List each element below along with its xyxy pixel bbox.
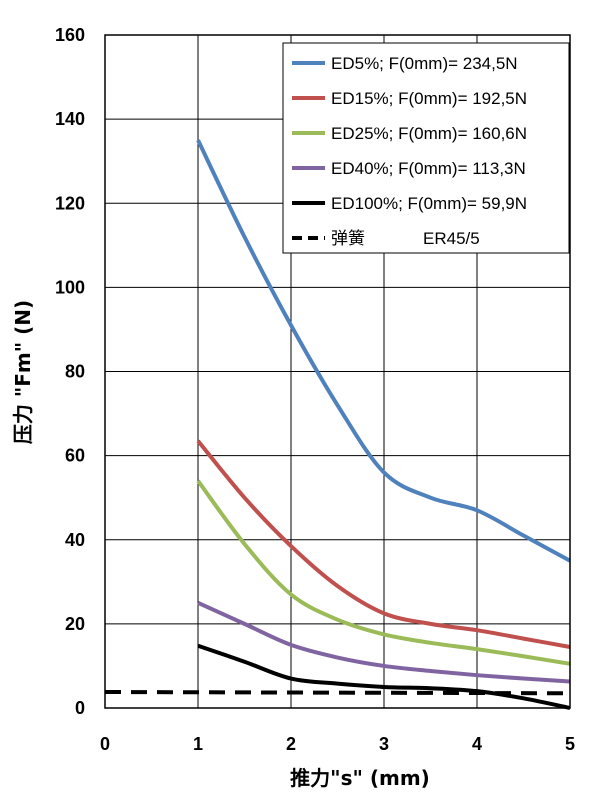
x-tick-label: 1 <box>193 734 203 754</box>
x-tick-label: 0 <box>100 734 110 754</box>
legend-label-0: ED5%; F(0mm)= 234,5N <box>331 54 518 73</box>
series-lines <box>104 139 571 710</box>
x-tick-label: 2 <box>286 734 296 754</box>
y-tick-label: 160 <box>55 25 85 45</box>
legend-label-2: ED25%; F(0mm)= 160,6N <box>331 124 527 143</box>
series-line-4 <box>197 643 571 710</box>
legend-label-4: ED100%; F(0mm)= 59,9N <box>331 194 527 213</box>
legend: ED5%; F(0mm)= 234,5N ED15%; F(0mm)= 192,5… <box>282 42 570 254</box>
legend-label-5: 弹簧 <box>331 229 365 248</box>
y-tick-label: 40 <box>65 530 85 550</box>
x-tick-label: 4 <box>472 734 482 754</box>
y-tick-label: 60 <box>65 446 85 466</box>
x-axis-title: 推力"s" (mm) <box>290 766 430 790</box>
series-line-2 <box>196 479 571 666</box>
series-line-0 <box>196 139 571 563</box>
y-tick-label: 140 <box>55 109 85 129</box>
legend-label-1: ED15%; F(0mm)= 192,5N <box>331 89 527 108</box>
legend-box <box>282 42 570 254</box>
x-tick-label: 5 <box>565 734 575 754</box>
y-tick-labels: 0 20 40 60 80 100 120 140 160 <box>55 25 85 718</box>
x-tick-label: 3 <box>379 734 389 754</box>
legend-annotation: ER45/5 <box>423 229 480 248</box>
series-line-1 <box>196 439 571 649</box>
legend-label-3: ED40%; F(0mm)= 113,3N <box>331 159 526 178</box>
y-tick-label: 100 <box>55 277 85 297</box>
y-tick-label: 80 <box>65 362 85 382</box>
series-line-3 <box>197 601 571 684</box>
x-tick-labels: 0 1 2 3 4 5 <box>100 734 575 754</box>
y-tick-label: 0 <box>75 698 85 718</box>
plot-frame <box>104 34 571 709</box>
y-axis-title: 压力 "Fm" (N) <box>11 300 35 444</box>
y-tick-label: 20 <box>65 614 85 634</box>
y-tick-label: 120 <box>55 193 85 213</box>
